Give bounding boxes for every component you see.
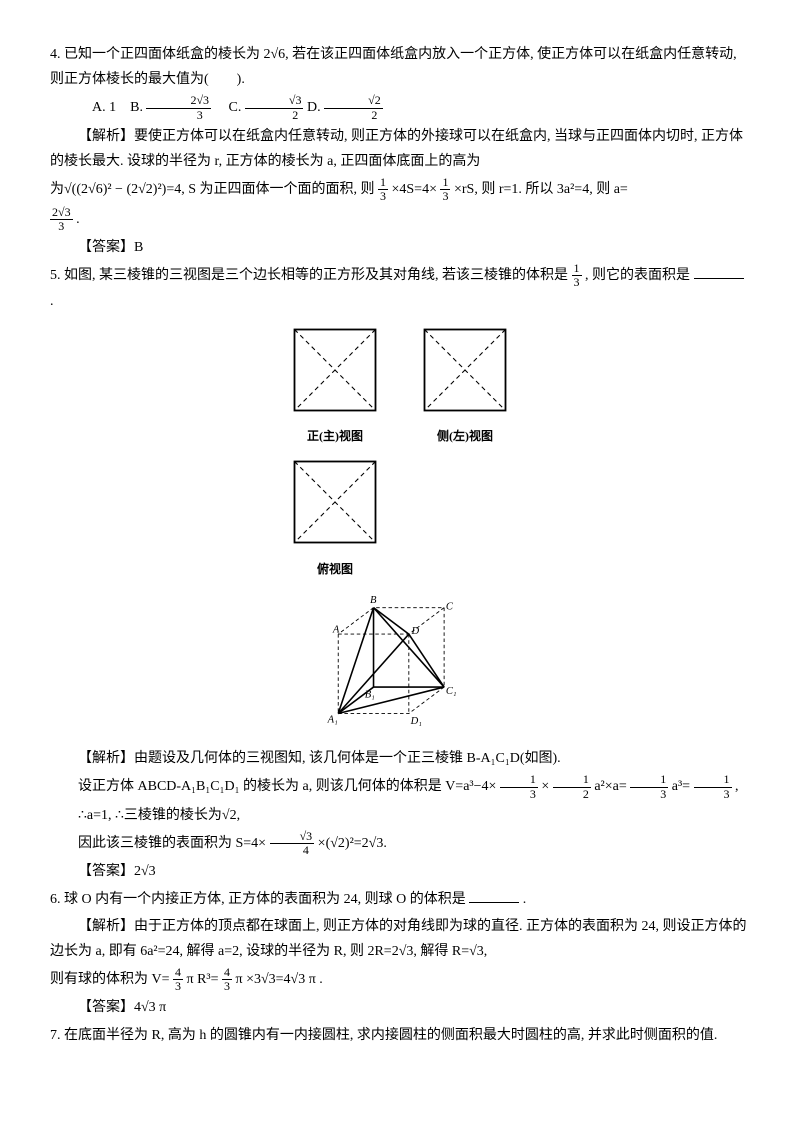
label: 【解析】 [78,919,134,934]
q5-answer: 【答案】2√3 [50,859,750,884]
q7-stem: 7. 在底面半径为 R, 高为 h 的圆锥内有一内接圆柱, 求内接圆柱的侧面积最… [50,1023,750,1048]
spacer [420,457,510,580]
blank [694,264,744,279]
q6-stem: 6. 球 O 内有一个内接正方体, 正方体的表面积为 24, 则球 O 的体积是… [50,887,750,912]
svg-text:B: B [370,595,377,606]
text: ×(√2)²=2√3. [318,836,387,851]
text: ×rS, 则 r=1. 所以 3a²=4, 则 a= [454,182,628,197]
text: . [50,294,54,309]
q5-views-row2: 俯视图 [50,457,750,580]
q4-stem: 4. 已知一个正四面体纸盒的棱长为 2√6, 若在该正四面体纸盒内放入一个正方体… [50,42,750,92]
text: 由题设及几何体的三视图知, 该几何体是一个正三棱锥 B-A₁C₁D(如图). [134,751,561,766]
text: 设正方体 ABCD-A₁B₁C₁D₁ 的棱长为 a, 则该几何体的体积是 V=a… [78,779,496,794]
q4-opt-c: √32 [245,94,304,121]
text: × [541,779,549,794]
q6-sol2: 则有球的体积为 V= 43 π R³= 43 π ×3√3=4√3 π . [50,966,750,993]
label: 【答案】 [78,864,134,879]
side-view-svg [420,325,510,415]
text: D. [307,100,324,115]
text: , 则它的表面积是 [585,268,690,283]
tetra-svg: A B C D A₁ B₁ C₁ D₁ [310,590,490,740]
text: 6. 球 O 内有一个内接正方体, 正方体的表面积为 24, 则球 O 的体积是 [50,892,466,907]
text: 5. 如图, 某三棱锥的三视图是三个边长相等的正方形及其对角线, 若该三棱锥的体… [50,268,568,283]
text: 为 [50,182,64,197]
frac-1-3c: 13 [572,262,582,289]
frac-2r3-3: 2√33 [50,206,73,233]
q5-stem: 5. 如图, 某三棱锥的三视图是三个边长相等的正方形及其对角线, 若该三棱锥的体… [50,262,750,315]
frac-1-3b: 13 [440,176,450,203]
text: a²×a= [594,779,626,794]
text: . [76,211,80,226]
top-view: 俯视图 [290,457,380,580]
q4-answer: 【答案】B [50,235,750,260]
q5-sol2: 设正方体 ABCD-A₁B₁C₁D₁ 的棱长为 a, 则该几何体的体积是 V=a… [50,773,750,800]
side-caption: 侧(左)视图 [420,426,510,448]
svg-text:D: D [410,626,419,637]
q6-answer: 【答案】4√3 π [50,995,750,1020]
q4-solution-1: 【解析】要使正方体可以在纸盒内任意转动, 则正方体的外接球可以在纸盒内, 当球与… [50,124,750,174]
frac: √34 [270,830,315,857]
q4-opt-b: 2√33 [146,94,211,121]
text: π ×3√3=4√3 π . [236,972,323,987]
top-caption: 俯视图 [290,559,380,581]
top-view-svg [290,457,380,547]
frac: 13 [694,773,732,800]
svg-text:A₁: A₁ [327,715,338,726]
label: 【答案】 [78,240,134,255]
text: π R³= [187,972,219,987]
q6-sol1: 【解析】由于正方体的顶点都在球面上, 则正方体的对角线即为球的直径. 正方体的表… [50,914,750,964]
ans: B [134,240,143,255]
q5-sol1: 【解析】由题设及几何体的三视图知, 该几何体是一个正三棱锥 B-A₁C₁D(如图… [50,746,750,771]
text: a³= [672,779,690,794]
label: 【解析】 [78,129,134,144]
text: 要使正方体可以在纸盒内任意转动, 则正方体的外接球可以在纸盒内, 当球与正四面体… [50,129,743,169]
ans: 4√3 π [134,1000,166,1015]
frac: 43 [173,966,183,993]
frac-1-3: 13 [378,176,388,203]
frac: 12 [553,773,591,800]
svg-text:C: C [446,602,454,613]
q4-opt-d: √22 [324,94,383,121]
q5-views-row1: 正(主)视图 侧(左)视图 [50,325,750,448]
q4-solution-3: 2√33 . [50,206,750,233]
front-caption: 正(主)视图 [290,426,380,448]
q5-sol3: ∴a=1, ∴三棱锥的棱长为√2, [50,803,750,828]
text: 则有球的体积为 V= [50,972,170,987]
svg-text:A: A [332,625,340,636]
text: , [735,779,739,794]
text: 由于正方体的顶点都在球面上, 则正方体的对角线即为球的直径. 正方体的表面积为 … [50,919,747,959]
text: . [523,892,527,907]
q5-3d-figure: A B C D A₁ B₁ C₁ D₁ [50,590,750,740]
front-view-svg [290,325,380,415]
label: 【答案】 [78,1000,134,1015]
svg-text:D₁: D₁ [410,716,422,727]
blank [469,888,519,903]
svg-text:B₁: B₁ [365,690,375,701]
text: ×4S=4× [392,182,437,197]
ans: 2√3 [134,864,156,879]
text: 因此该三棱锥的表面积为 S=4× [78,836,266,851]
label: 【解析】 [78,751,134,766]
q4-solution-2: 为√((2√6)² − (2√2)²)=4, S 为正四面体一个面的面积, 则 … [50,176,750,203]
q4-options: A. 1 B. 2√33 C. √32 D. √22 [50,94,750,121]
frac: 13 [630,773,668,800]
q4-opt-prefix: A. 1 B. [92,100,146,115]
front-view: 正(主)视图 [290,325,380,448]
text: √((2√6)² − (2√2)²)=4, S 为正四面体一个面的面积, 则 [64,182,375,197]
side-view: 侧(左)视图 [420,325,510,448]
frac: 13 [500,773,538,800]
frac: 43 [222,966,232,993]
svg-text:C₁: C₁ [446,686,457,697]
q5-sol4: 因此该三棱锥的表面积为 S=4× √34 ×(√2)²=2√3. [50,830,750,857]
text: C. [215,100,245,115]
